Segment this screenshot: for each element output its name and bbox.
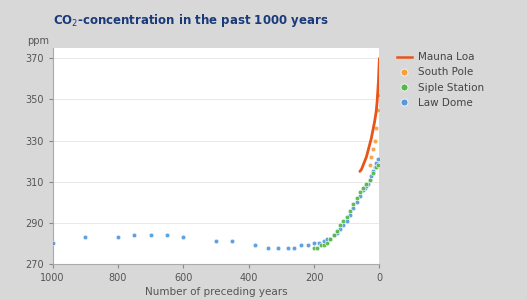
Point <box>284 245 292 250</box>
Point <box>346 212 354 217</box>
Point <box>343 214 351 219</box>
Point <box>297 243 305 248</box>
Point <box>81 235 90 240</box>
Point <box>372 165 380 170</box>
Point <box>326 237 335 242</box>
Point <box>48 241 57 246</box>
Point <box>369 146 377 151</box>
Point <box>313 245 321 250</box>
Point <box>264 245 272 250</box>
Text: CO$_2$-concentration in the past 1000 years: CO$_2$-concentration in the past 1000 ye… <box>53 12 328 29</box>
Point <box>364 182 372 186</box>
Point <box>336 223 345 227</box>
Point <box>374 157 382 161</box>
Point <box>114 235 122 240</box>
Point <box>362 182 370 186</box>
Point <box>365 177 374 182</box>
Point <box>228 239 237 244</box>
Point <box>212 239 220 244</box>
Point <box>310 245 318 250</box>
Point <box>356 190 364 194</box>
Point <box>320 239 328 244</box>
Point <box>323 241 331 246</box>
Point <box>365 177 374 182</box>
Point <box>346 208 354 213</box>
Point <box>359 185 367 190</box>
Legend: Mauna Loa, South Pole, Siple Station, Law Dome: Mauna Loa, South Pole, Siple Station, La… <box>393 48 488 112</box>
Point <box>147 233 155 238</box>
Point <box>360 185 369 190</box>
Point <box>374 93 383 98</box>
Point <box>353 196 361 201</box>
Point <box>315 241 323 246</box>
Point <box>179 235 188 240</box>
Point <box>333 229 341 233</box>
Point <box>304 243 312 248</box>
Point <box>369 169 377 174</box>
Point <box>369 171 377 176</box>
Point <box>343 218 351 223</box>
Point <box>290 245 299 250</box>
Point <box>251 243 259 248</box>
Point <box>374 163 382 168</box>
Point <box>365 163 374 168</box>
Point <box>372 161 380 166</box>
Point <box>339 223 348 227</box>
Point <box>353 200 361 205</box>
Point <box>316 243 325 248</box>
Point <box>362 183 370 188</box>
Point <box>370 138 379 143</box>
Point <box>349 206 357 211</box>
Point <box>367 173 375 178</box>
Point <box>130 233 139 238</box>
Point <box>329 233 338 238</box>
Point <box>356 194 364 199</box>
Point <box>329 233 338 238</box>
Point <box>336 226 345 231</box>
Point <box>323 237 331 242</box>
Point <box>339 218 348 223</box>
Point <box>163 233 171 238</box>
Point <box>359 188 367 192</box>
Point <box>367 154 375 159</box>
Point <box>370 165 379 170</box>
Point <box>372 126 380 130</box>
Point <box>326 237 335 242</box>
Point <box>320 243 328 248</box>
Text: ppm: ppm <box>27 36 50 46</box>
Point <box>310 241 318 246</box>
Point <box>333 231 341 236</box>
X-axis label: Number of preceding years: Number of preceding years <box>145 287 287 297</box>
Point <box>274 245 282 250</box>
Point <box>374 107 382 112</box>
Point <box>349 202 357 207</box>
